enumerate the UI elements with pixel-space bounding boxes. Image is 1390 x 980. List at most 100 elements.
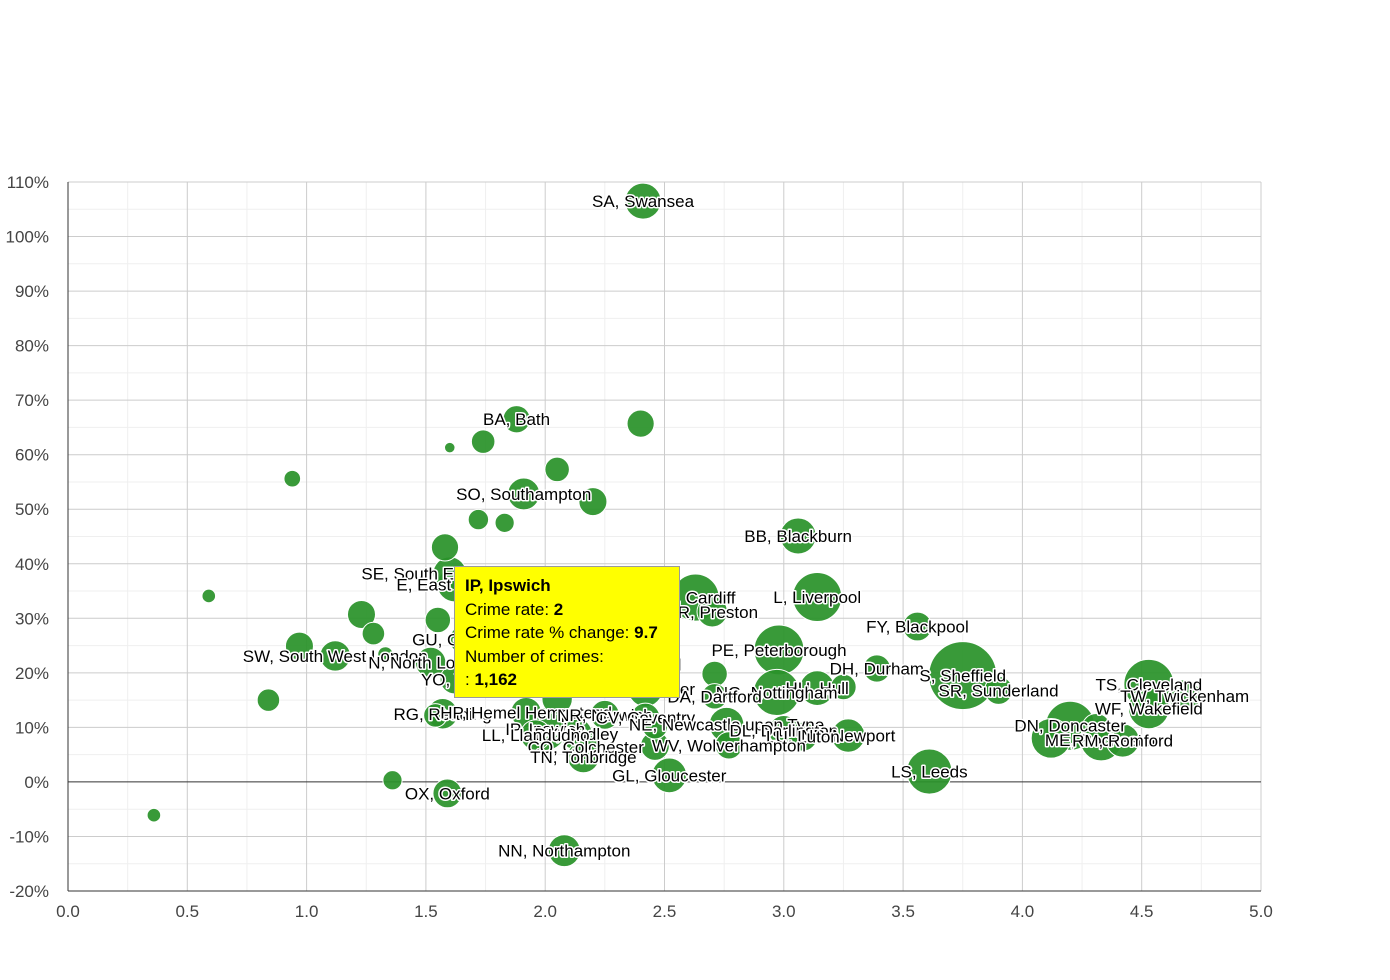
x-tick-label: 1.5 [414,902,438,921]
data-label: SW, South West London [243,647,428,666]
data-label: DY, Dudley [534,725,618,744]
data-point [443,441,456,454]
x-tick-label: 3.5 [891,902,915,921]
x-tick-label: 0.0 [56,902,80,921]
data-label: PE, Peterborough [711,641,846,660]
y-tick-label: 70% [15,391,49,410]
data-point [906,748,953,795]
data-point [984,675,1014,705]
data-label: SO, Southampton [456,485,591,504]
data-point [547,834,581,868]
data-point [494,512,515,533]
data-point [589,699,620,730]
data-label: CV, Coventry [596,709,696,728]
x-tick-label: 2.5 [653,902,677,921]
data-label: PR, Preston [666,603,758,622]
data-label: S, Sheffield [919,667,1006,686]
data-label: NN, Northampton [498,842,630,861]
data-label: TS, Cleveland [1095,675,1202,694]
data-label: SR, Sunderland [939,681,1059,700]
data-label: LL, Llandudno [482,726,590,745]
data-point [283,469,302,488]
y-tick-label: 110% [7,173,49,192]
tooltip-key: Crime rate: [465,599,554,619]
y-tick-label: 10% [15,718,49,737]
data-label: CO, Colchester [528,738,645,757]
data-label: DL, Darlington [729,722,838,741]
tooltip-title: IP, Ipswich [465,576,551,595]
data-point [651,757,688,794]
y-tick-label: 60% [15,446,49,465]
data-label: FY, Blackpool [866,617,969,636]
data-point [1030,717,1072,759]
data-point [792,572,843,623]
tooltip-value: 1,162 [474,670,517,689]
data-label: L, Liverpool [773,588,861,607]
data-label: SA, Swansea [592,192,695,211]
data-point [146,807,162,823]
y-tick-label: -20% [9,882,49,901]
tooltip-row-crime-rate: Crime rate: 2 [465,598,669,622]
data-point [641,713,669,740]
x-tick-label: 5.0 [1249,902,1273,921]
data-label: NE, Newcastle upon Tyne [629,716,824,735]
data-label: GL, Gloucester [612,766,727,785]
x-tick-label: 4.0 [1011,902,1035,921]
y-tick-label: 100% [6,228,49,247]
data-point [430,533,460,562]
data-point [361,621,386,646]
tooltip-key: : [465,670,475,689]
tooltip: IP, Ipswich Crime rate: 2 Crime rate % c… [454,566,680,698]
data-label: DA, Dartford [667,687,761,706]
data-point [696,596,728,628]
data-point [502,405,531,434]
y-tick-label: -10% [9,827,49,846]
y-tick-label: 20% [15,664,49,683]
data-point [284,631,314,661]
data-point [779,517,817,555]
x-tick-label: 2.0 [533,902,557,921]
data-point [346,599,376,630]
data-point [519,719,552,751]
tooltip-key: Number of crimes: [465,646,604,666]
tooltip-value: 2 [553,599,564,619]
data-label: LU, Luton [766,728,840,747]
tooltip-value: 9.7 [634,623,658,642]
data-point [701,683,728,710]
data-label: NG, Nottingham [716,683,838,702]
data-point [319,640,351,672]
data-point [578,487,608,517]
data-point [424,606,452,634]
data-label: BA, Bath [483,410,550,429]
data-label: ME, Rochester [1045,731,1158,750]
data-label: DH, Durham [830,659,924,678]
y-tick-label: 40% [15,555,49,574]
data-point [544,456,570,483]
data-label: BB, Blackburn [744,527,852,546]
data-label: NP, Newport [801,727,895,746]
data-label: NR, Norwich [557,706,652,725]
data-point [201,588,217,604]
tick-labels: 0.0 0.5 1.0 1.5 2.0 2.5 3.0 3.5 4.0 4.5 5.0 -20% -10… [6,173,1273,921]
data-point [624,182,662,220]
data-label: TW, Twickenham [1120,687,1249,706]
y-tick-label: 50% [15,500,49,519]
data-point [626,409,655,438]
tooltip-row-crime-change: Crime rate % change: 9.7 [465,621,669,645]
data-point [787,721,818,752]
x-tick-label: 4.5 [1130,902,1154,921]
y-tick-label: 0% [24,773,49,792]
data-point [470,429,496,454]
data-label: RG, Reading [393,705,491,724]
data-label: TN, Tonbridge [530,748,636,767]
data-point [831,718,866,753]
y-tick-label: 80% [15,337,49,356]
data-point [432,778,463,809]
data-point [1081,713,1112,743]
data-label: HP, Hemel Hempstead [440,704,612,723]
data-point [902,611,933,642]
x-tick-label: 3.0 [772,902,796,921]
data-point [1168,679,1202,713]
